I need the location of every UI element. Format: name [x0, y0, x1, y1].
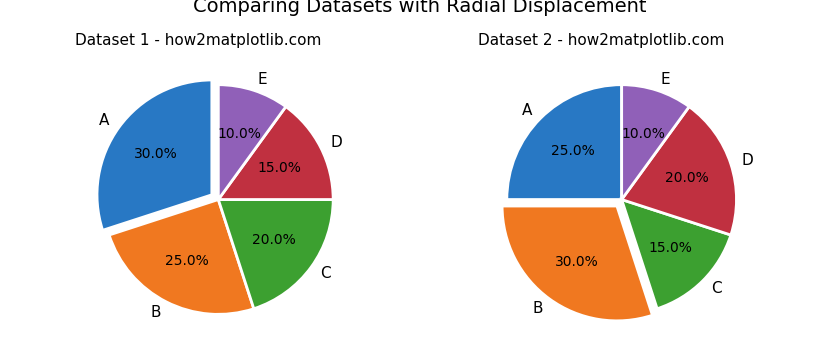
Text: 15.0%: 15.0% [258, 161, 302, 175]
Wedge shape [109, 199, 254, 314]
Text: 10.0%: 10.0% [621, 127, 665, 141]
Text: 30.0%: 30.0% [554, 255, 598, 269]
Text: D: D [742, 153, 753, 168]
Text: 10.0%: 10.0% [218, 127, 261, 141]
Text: C: C [321, 266, 331, 281]
Text: E: E [661, 72, 670, 87]
Wedge shape [622, 85, 689, 200]
Text: 20.0%: 20.0% [252, 233, 296, 247]
Text: B: B [150, 304, 161, 320]
Wedge shape [622, 107, 737, 235]
Text: Comparing Datasets with Radial Displacement: Comparing Datasets with Radial Displacem… [193, 0, 647, 15]
Text: Dataset 2 - how2matplotlib.com: Dataset 2 - how2matplotlib.com [478, 33, 725, 48]
Text: 25.0%: 25.0% [165, 254, 209, 268]
Wedge shape [97, 80, 212, 230]
Text: 30.0%: 30.0% [134, 147, 178, 161]
Text: D: D [331, 135, 343, 150]
Text: 25.0%: 25.0% [551, 144, 595, 158]
Wedge shape [622, 199, 731, 309]
Text: 20.0%: 20.0% [665, 171, 709, 185]
Wedge shape [218, 107, 333, 200]
Text: C: C [711, 281, 722, 296]
Text: 15.0%: 15.0% [648, 241, 692, 255]
Wedge shape [502, 206, 653, 321]
Text: B: B [533, 301, 543, 316]
Text: A: A [522, 103, 533, 118]
Wedge shape [218, 85, 286, 200]
Text: E: E [257, 72, 267, 87]
Text: Dataset 1 - how2matplotlib.com: Dataset 1 - how2matplotlib.com [75, 33, 321, 48]
Text: A: A [99, 113, 110, 128]
Wedge shape [218, 199, 333, 309]
Wedge shape [507, 85, 622, 200]
